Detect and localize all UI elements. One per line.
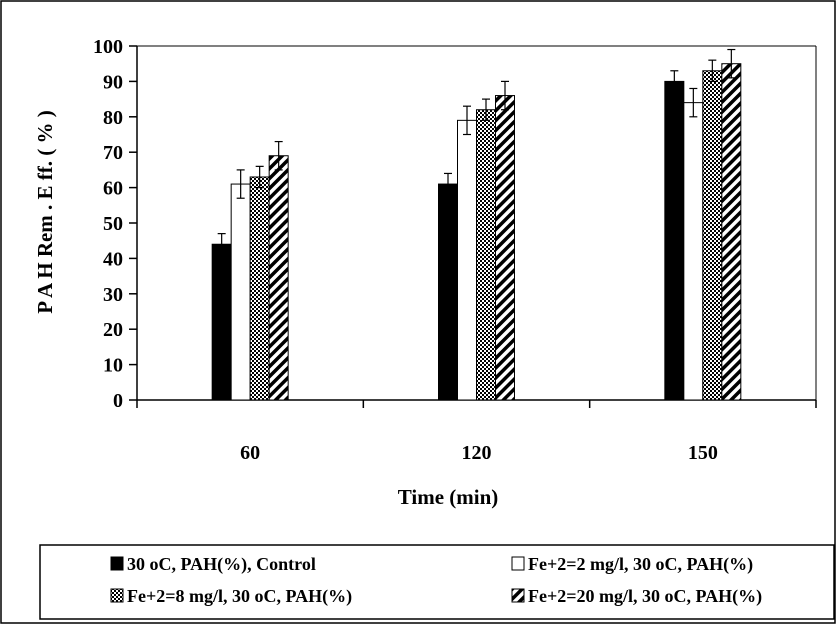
y-tick-label: 10: [103, 355, 123, 377]
x-tick-label: 60: [240, 442, 260, 464]
bar-4-120: [495, 95, 515, 401]
x-ticks: 60 120 150: [136, 400, 817, 464]
x-axis-title: Time (min): [398, 485, 499, 509]
y-tick-label: 20: [103, 319, 123, 341]
bar-4-150: [721, 63, 742, 401]
bar-2-120: [457, 119, 477, 401]
error-bars: [217, 48, 736, 256]
legend-swatch-4: [511, 588, 525, 603]
legend-box: [39, 544, 835, 620]
y-tick-label: 70: [103, 142, 123, 164]
bar-1-150: [664, 80, 685, 401]
bar-3-150: [702, 70, 723, 401]
y-ticks: 0 10 20 30 40 50 60 70 80 90 100: [93, 36, 137, 412]
bar-1-120: [438, 183, 458, 401]
y-tick-label: 90: [103, 71, 123, 93]
legend-swatch-2: [511, 556, 525, 571]
bar-1-60: [211, 243, 232, 401]
y-tick-label: 60: [103, 178, 123, 200]
x-tick-label: 120: [462, 442, 492, 464]
legend: 30 oC, PAH(%), Control Fe+2=2 mg/l, 30 oC…: [110, 554, 762, 607]
x-tick-label: 150: [688, 442, 718, 464]
bar-3-120: [476, 109, 496, 401]
legend-label-4: Fe+2=20 mg/l, 30 oC, PAH(%): [528, 586, 762, 607]
y-tick-label: 80: [103, 107, 123, 129]
y-tick-label: 30: [103, 284, 123, 306]
legend-label-3: Fe+2=8 mg/l, 30 oC, PAH(%): [127, 586, 352, 607]
bar-4-60: [268, 155, 289, 401]
y-tick-label: 50: [103, 213, 123, 235]
legend-label-1: 30 oC, PAH(%), Control: [127, 554, 316, 575]
legend-swatch-3: [110, 588, 124, 603]
bar-3-60: [249, 176, 270, 401]
y-tick-label: 0: [113, 390, 123, 412]
y-tick-label: 40: [103, 248, 123, 270]
bar-2-150: [683, 102, 704, 401]
bars: [211, 63, 742, 401]
y-axis-title: P A H Rem . E ff. ( % ): [33, 110, 57, 314]
legend-label-2: Fe+2=2 mg/l, 30 oC, PAH(%): [528, 554, 753, 575]
y-tick-label: 100: [93, 36, 123, 58]
bar-2-60: [230, 183, 251, 401]
legend-swatch-1: [110, 556, 124, 571]
